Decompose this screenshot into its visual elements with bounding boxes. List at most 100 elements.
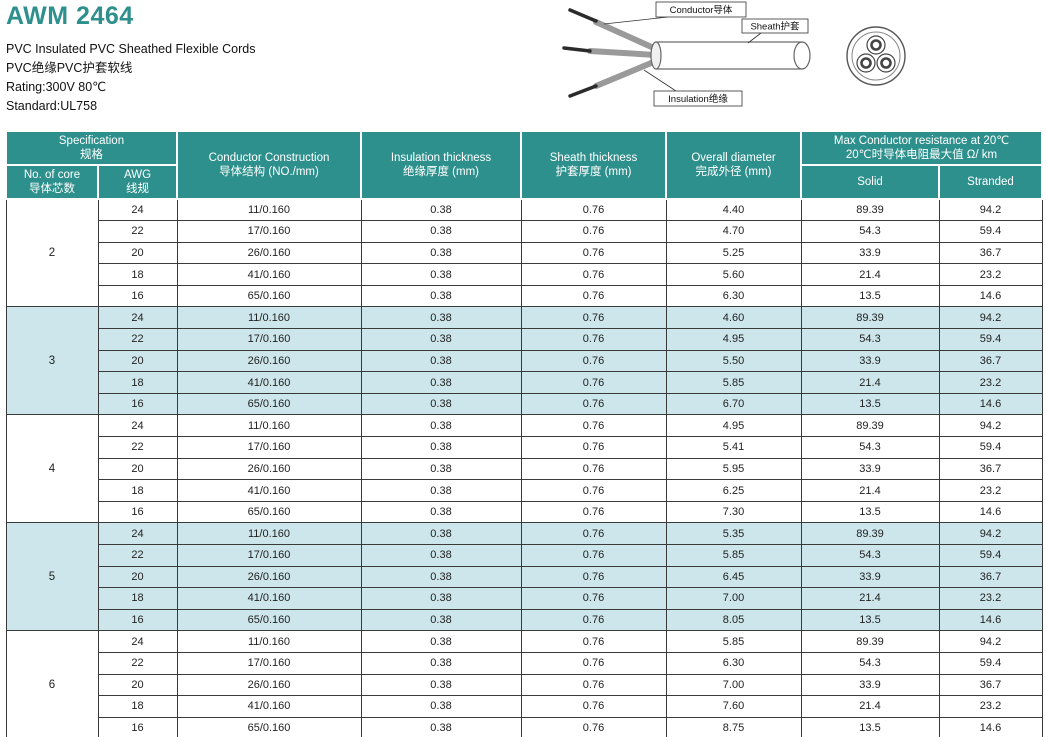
data-cell: 0.38	[360, 500, 522, 524]
table-row: 20 26/0.160 0.38 0.76 5.50 33.9 36.7	[6, 349, 1043, 373]
data-cell: 13.5	[800, 392, 940, 416]
data-cell: 0.38	[360, 328, 522, 351]
data-cell: 65/0.160	[176, 716, 362, 737]
data-cell: 89.39	[800, 198, 940, 222]
data-cell: 22	[97, 220, 178, 243]
data-cell: 14.6	[938, 392, 1043, 416]
subtitle-cn: PVC绝缘PVC护套软线	[6, 61, 133, 75]
table-row: 5 24 11/0.160 0.38 0.76 5.35 89.39 94.2	[5, 522, 1043, 632]
data-cell: 36.7	[938, 673, 1043, 697]
data-cell: 26/0.160	[176, 565, 362, 589]
conductor-label-box	[655, 1, 747, 18]
table-row: 22 17/0.160 0.38 0.76 4.70 54.3 59.4	[6, 220, 1043, 243]
data-cell: 20	[97, 457, 178, 481]
data-cell: 11/0.160	[176, 198, 362, 222]
table-row: 20 26/0.160 0.38 0.76 6.45 33.9 36.7	[6, 565, 1043, 589]
data-cell: 16	[97, 284, 178, 308]
data-cell: 0.38	[360, 457, 522, 481]
data-cell: 16	[97, 392, 178, 416]
data-cell: 4.70	[665, 220, 802, 243]
data-cell: 21.4	[800, 587, 940, 610]
data-cell: 36.7	[938, 457, 1043, 481]
data-cell: 17/0.160	[176, 544, 362, 567]
header-max-resistance: Max Conductor resistance at 20℃ 20℃时导体电阻…	[800, 130, 1043, 166]
data-cell: 0.76	[520, 587, 667, 610]
table-row: 16 65/0.160 0.38 0.76 8.75 13.5 14.6	[6, 716, 1043, 737]
data-cell: 8.75	[665, 716, 802, 737]
data-cell: 89.39	[800, 306, 940, 330]
data-cell: 94.2	[938, 522, 1043, 545]
data-cell: 0.76	[520, 565, 667, 589]
cable-body-icon	[650, 41, 811, 70]
header-overall-diameter: Overall diameter 完成外径 (mm)	[665, 130, 802, 200]
data-cell: 41/0.160	[176, 695, 362, 718]
data-cell: 13.5	[800, 716, 940, 737]
data-cell: 21.4	[800, 371, 940, 394]
data-cell: 4.95	[665, 414, 802, 438]
data-cell: 0.38	[360, 695, 522, 718]
data-cell: 24	[97, 522, 178, 545]
table-row: 20 26/0.160 0.38 0.76 7.00 33.9 36.7	[6, 673, 1043, 697]
table-row: 20 26/0.160 0.38 0.76 5.25 33.9 36.7	[6, 241, 1043, 265]
data-cell: 23.2	[938, 587, 1043, 610]
data-cell: 0.76	[520, 284, 667, 308]
data-cell: 23.2	[938, 695, 1043, 718]
data-cell: 89.39	[800, 414, 940, 438]
data-cell: 14.6	[938, 608, 1043, 632]
data-cell: 20	[97, 673, 178, 697]
table-row: 18 41/0.160 0.38 0.76 5.60 21.4 23.2	[6, 263, 1043, 286]
header-sheath-thickness: Sheath thickness 护套厚度 (mm)	[520, 130, 667, 200]
data-cell: 59.4	[938, 651, 1043, 675]
data-cell: 4.40	[665, 198, 802, 222]
data-cell: 94.2	[938, 630, 1043, 653]
table-row: 18 41/0.160 0.38 0.76 7.60 21.4 23.2	[6, 695, 1043, 718]
data-cell: 5.95	[665, 457, 802, 481]
data-cell: 21.4	[800, 263, 940, 286]
data-cell: 36.7	[938, 349, 1043, 373]
core-count-cell: 6	[5, 630, 99, 737]
data-cell: 5.85	[665, 371, 802, 394]
data-cell: 54.3	[800, 328, 940, 351]
data-cell: 23.2	[938, 263, 1043, 286]
data-cell: 5.85	[665, 544, 802, 567]
data-cell: 4.60	[665, 306, 802, 330]
header-core-count: No. of core 导体芯数	[5, 164, 99, 200]
data-cell: 59.4	[938, 436, 1043, 459]
data-cell: 6.70	[665, 392, 802, 416]
data-cell: 14.6	[938, 716, 1043, 737]
data-cell: 7.30	[665, 500, 802, 524]
table-row: 22 17/0.160 0.38 0.76 6.30 54.3 59.4	[6, 651, 1043, 675]
conductor-label: Conductor导体	[670, 4, 733, 16]
data-cell: 89.39	[800, 630, 940, 653]
data-cell: 17/0.160	[176, 651, 362, 675]
sheath-label-box	[741, 18, 809, 34]
table-row: 16 65/0.160 0.38 0.76 7.30 13.5 14.6	[6, 500, 1043, 524]
data-cell: 18	[97, 587, 178, 610]
data-cell: 59.4	[938, 328, 1043, 351]
table-row: 3 24 11/0.160 0.38 0.76 4.60 89.39 94.2	[5, 306, 1043, 416]
data-cell: 54.3	[800, 544, 940, 567]
insulation-label-box	[653, 90, 743, 107]
data-cell: 0.76	[520, 695, 667, 718]
data-cell: 22	[97, 436, 178, 459]
data-cell: 0.38	[360, 479, 522, 502]
data-cell: 6.25	[665, 479, 802, 502]
leader-lines	[603, 16, 762, 92]
data-cell: 5.85	[665, 630, 802, 653]
data-cell: 22	[97, 651, 178, 675]
core-count-cell: 4	[5, 414, 99, 524]
data-cell: 0.38	[360, 392, 522, 416]
table-row: 22 17/0.160 0.38 0.76 5.85 54.3 59.4	[6, 544, 1043, 567]
data-cell: 36.7	[938, 241, 1043, 265]
data-cell: 11/0.160	[176, 414, 362, 438]
data-cell: 94.2	[938, 198, 1043, 222]
data-cell: 33.9	[800, 565, 940, 589]
data-cell: 54.3	[800, 220, 940, 243]
data-cell: 16	[97, 608, 178, 632]
insulation-label: Insulation绝缘	[668, 93, 728, 105]
data-cell: 0.76	[520, 651, 667, 675]
product-title: AWM 2464	[6, 2, 134, 30]
data-cell: 7.60	[665, 695, 802, 718]
table-row: 18 41/0.160 0.38 0.76 6.25 21.4 23.2	[6, 479, 1043, 502]
data-cell: 5.35	[665, 522, 802, 545]
